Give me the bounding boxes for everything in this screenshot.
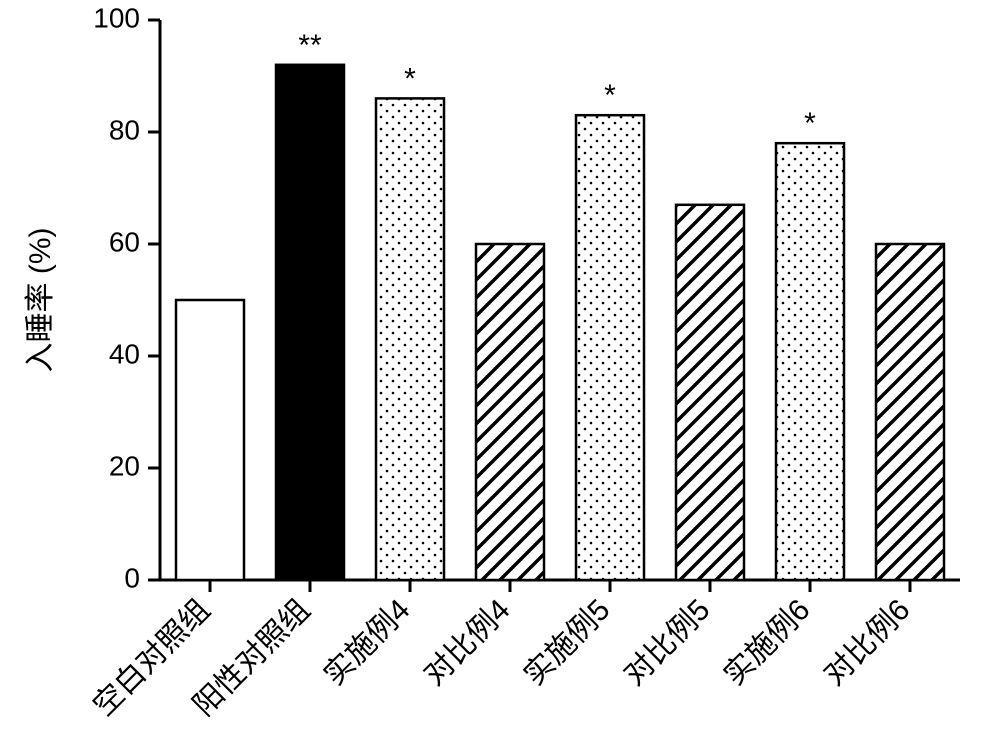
significance-label: *	[404, 62, 416, 95]
x-category-label: 实施例5	[518, 593, 617, 692]
bar	[276, 65, 344, 580]
y-tick-label: 0	[124, 562, 140, 593]
bar	[376, 98, 444, 580]
chart-svg: 020406080100入睡率 (%)空白对照组**阳性对照组*实施例4对比例4…	[0, 0, 1000, 738]
bar	[476, 244, 544, 580]
y-tick-label: 40	[109, 338, 140, 369]
bar-chart: 020406080100入睡率 (%)空白对照组**阳性对照组*实施例4对比例4…	[0, 0, 1000, 738]
y-tick-label: 80	[109, 114, 140, 145]
y-tick-label: 60	[109, 226, 140, 257]
bar	[776, 143, 844, 580]
x-category-label: 实施例4	[318, 593, 417, 692]
bar	[676, 205, 744, 580]
significance-label: *	[604, 79, 616, 112]
y-tick-label: 100	[93, 2, 140, 33]
significance-label: **	[298, 29, 322, 62]
significance-label: *	[804, 107, 816, 140]
bar	[576, 115, 644, 580]
x-category-label: 对比例5	[618, 593, 717, 692]
y-tick-label: 20	[109, 450, 140, 481]
x-category-label: 实施例6	[718, 593, 817, 692]
bar	[176, 300, 244, 580]
y-axis-title: 入睡率 (%)	[24, 228, 57, 373]
bar	[876, 244, 944, 580]
x-category-label: 对比例6	[818, 593, 917, 692]
x-category-label: 对比例4	[418, 593, 517, 692]
